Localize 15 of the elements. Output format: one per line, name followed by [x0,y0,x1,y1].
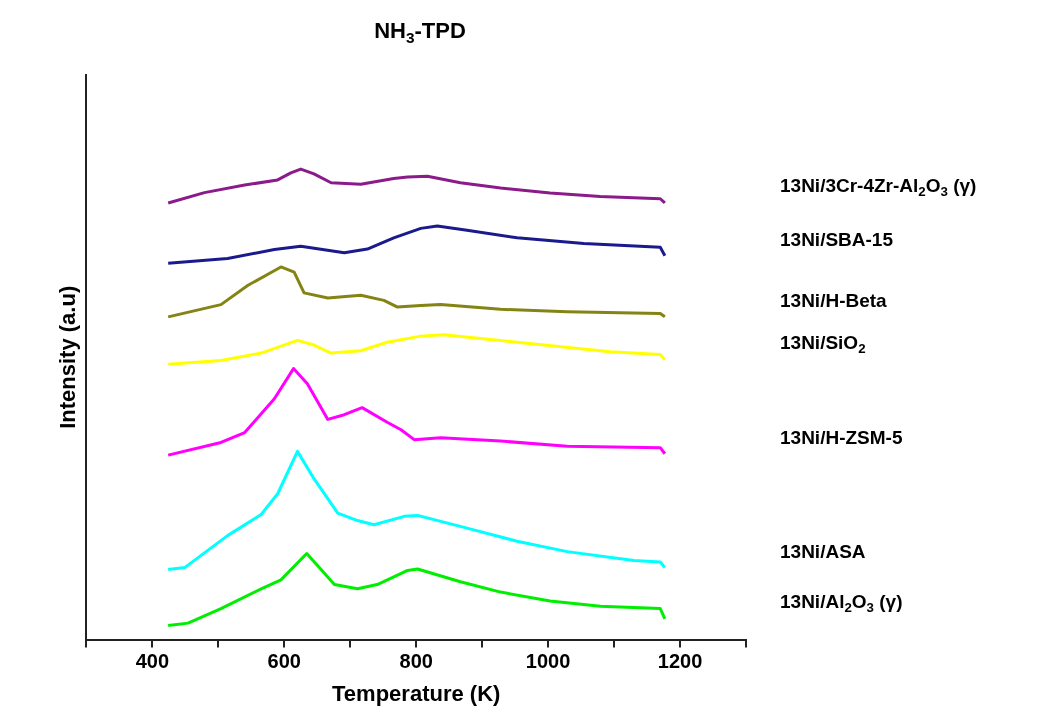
x-tick-label: 1000 [525,650,571,673]
text: 13Ni/H-Beta [780,289,887,312]
text: 13Ni/Al$_{2}$O$_{3}$ (γ) [780,590,903,616]
x-tick-label: 400 [135,650,170,673]
text: 13Ni/3Cr-4Zr-Al$_{2}$O$_{3}$ (γ) [780,174,977,200]
y-axis-title: Intensity (a.u) [55,285,81,429]
text: 13Ni/ASA [780,540,866,563]
x-tick-label: 1200 [657,650,703,673]
text: 13Ni/H-ZSM-5 [780,426,903,449]
x-axis-title: Temperature (K) [332,680,501,706]
text: 13Ni/SiO$_{2}$ [780,331,866,357]
chart-title: NH$_{3}$-TPD [373,18,467,48]
text: 13Ni/SBA-15 [780,228,893,251]
x-tick-label: 600 [267,650,301,673]
x-tick-label: 800 [399,650,433,673]
